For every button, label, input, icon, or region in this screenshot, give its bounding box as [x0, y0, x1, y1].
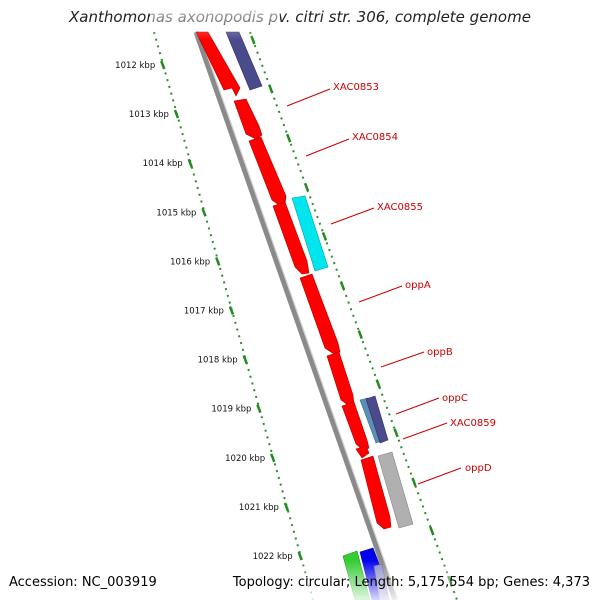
backbone-highlight [198, 31, 399, 600]
ruler-tick-label: 1016 kbp [170, 257, 210, 267]
inner-major-tick [357, 330, 363, 340]
gene-feature-grey [377, 451, 414, 529]
outer-major-tick [297, 551, 303, 561]
fade-top-overlay [150, 0, 280, 40]
summary-text: Topology: circular; Length: 5,175,554 bp… [232, 575, 590, 590]
inner-major-tick [411, 477, 417, 487]
gene-feature-cyan [291, 195, 329, 272]
outer-major-tick [270, 453, 276, 463]
inner-major-tick [375, 379, 381, 389]
ruler-tick-label: 1015 kbp [156, 208, 196, 218]
inner-major-tick [339, 281, 346, 290]
leader-xac0853 [286, 88, 331, 107]
inner-major-tick [429, 526, 435, 536]
leader-xac0855 [330, 207, 375, 225]
gene-label-oppd: oppD [465, 463, 492, 474]
inner-major-tick [393, 428, 399, 438]
gene-label-oppa: oppA [405, 280, 431, 291]
leader-oppc [395, 397, 440, 415]
leader-oppa [358, 285, 403, 303]
gene-feature-oppd [360, 455, 392, 530]
gene-label-xac0859: XAC0859 [450, 418, 496, 429]
ruler-tick-label: 1019 kbp [211, 405, 251, 415]
gene-label-xac0853: XAC0853 [333, 82, 379, 93]
ruler-tick-label: 1012 kbp [115, 61, 155, 71]
inner-major-tick [303, 182, 310, 192]
ruler-tick-label: 1018 kbp [198, 356, 238, 366]
fade-bottom-overlay [300, 560, 450, 600]
gene-feature-xac0859-navy [365, 395, 389, 444]
ruler-tick-label: 1021 kbp [239, 503, 279, 513]
gene-label-xac0855: XAC0855 [377, 202, 423, 213]
outer-major-tick [201, 207, 207, 217]
inner-major-tick [268, 84, 274, 94]
ruler-tick-label: 1014 kbp [143, 159, 183, 169]
leader-xac0854 [305, 138, 350, 157]
ruler-tick-label: 1022 kbp [253, 552, 293, 562]
gene-feature-red-c [272, 201, 310, 275]
outer-major-tick [242, 355, 248, 365]
gene-label-oppc: oppC [442, 393, 468, 404]
leader-xac0859 [402, 422, 448, 440]
outer-major-tick [283, 502, 290, 512]
ruler-tick-label: 1020 kbp [225, 454, 265, 464]
ruler-ticks: 1012 kbp 1013 kbp 1014 kbp 1015 kbp 1016 kbp… [115, 35, 453, 585]
outer-major-tick [187, 158, 193, 168]
accession-text: Accession: NC_003919 [9, 575, 157, 590]
inner-major-tick [321, 231, 328, 241]
gene-label-xac0854: XAC0854 [352, 132, 398, 143]
gene-feature-small-red [355, 445, 370, 459]
backbone-circle [193, 31, 398, 600]
outer-major-tick [173, 109, 180, 119]
leader-oppd [417, 467, 462, 485]
leader-oppb [380, 351, 425, 368]
outer-major-tick [228, 306, 235, 315]
gene-feature-oppb [326, 351, 355, 406]
gene-feature-xac0854 [233, 98, 263, 140]
inner-dotted-circle [249, 31, 458, 600]
inner-major-tick [286, 133, 292, 143]
gene-labels: XAC0853 XAC0854 XAC0855 oppA oppB oppC X… [333, 82, 496, 474]
ruler-tick-label: 1013 kbp [129, 110, 169, 120]
outer-major-tick [256, 404, 262, 414]
outer-major-tick [215, 256, 221, 266]
gene-label-leaders [286, 88, 462, 485]
gene-feature-oppa [299, 273, 341, 355]
gene-feature-oppc [341, 401, 370, 451]
outer-major-tick [160, 60, 166, 70]
ruler-tick-label: 1017 kbp [184, 307, 224, 317]
gene-label-oppb: oppB [427, 347, 453, 358]
